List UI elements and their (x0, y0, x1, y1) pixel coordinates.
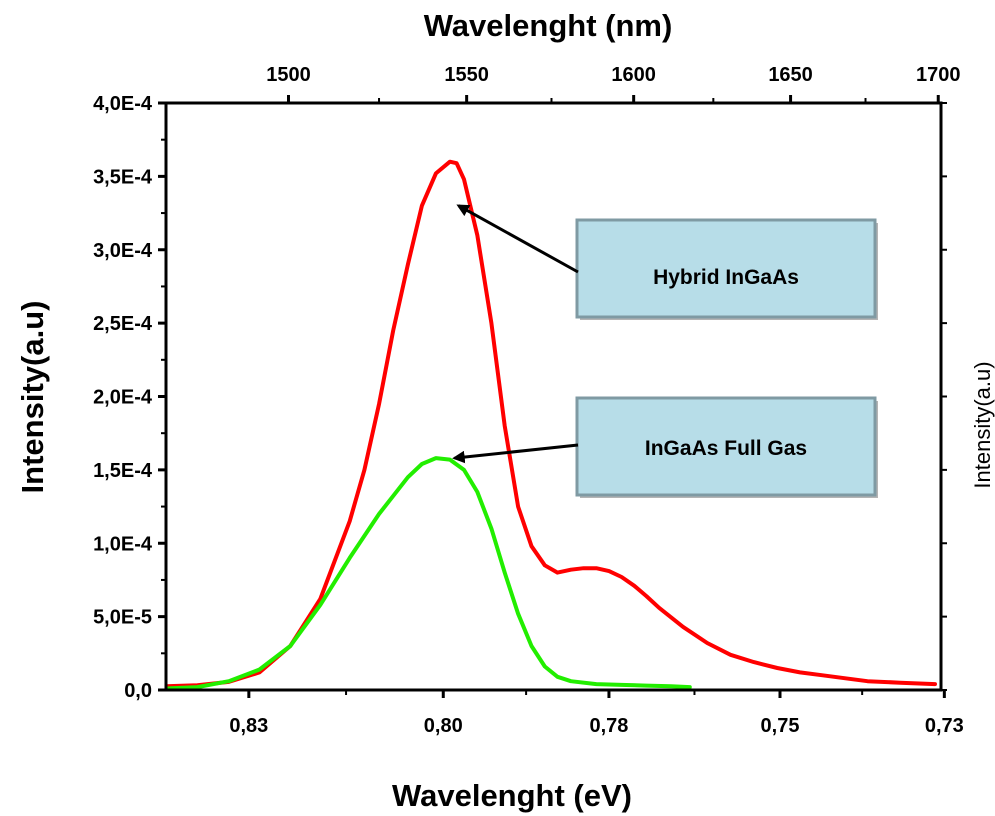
x2-tick-label: 1550 (444, 64, 489, 86)
callout-hybrid-box (575, 218, 877, 319)
callout-fullgas-text: InGaAs Full Gas (645, 437, 807, 460)
y-tick-label: 1,0E-4 (93, 533, 153, 555)
right-axis-title: Intensity(a.u) (970, 361, 995, 488)
x-tick-label: 0,83 (229, 715, 268, 737)
y-tick-label: 2,5E-4 (93, 313, 153, 335)
top-axis-title: Wavelenght (nm) (424, 8, 673, 43)
left-axis-title: Intensity(a.u) (15, 301, 50, 494)
y-tick-label: 3,5E-4 (93, 166, 153, 188)
axis-ticks: 0,0 5,0E-5 1,0E-4 1,5E-4 2,0E-4 2,5E-4 3,0E-4 3… (93, 64, 964, 737)
series-line-0 (166, 159, 937, 689)
y-tick-label: 3,0E-4 (93, 240, 153, 262)
series-line-1 (166, 456, 692, 690)
x-tick-label: 0,75 (761, 715, 800, 737)
callout-hybrid-text: Hybrid InGaAs (653, 266, 799, 289)
plot-frame (164, 101, 943, 692)
x2-tick-label: 1650 (768, 64, 813, 86)
y-tick-label: 0,0 (124, 680, 152, 702)
x2-tick-label: 1600 (611, 64, 656, 86)
callout-hybrid-arrow (456, 204, 579, 274)
x-tick-label: 0,73 (925, 715, 964, 737)
x2-tick-label: 1700 (916, 64, 961, 86)
y-tick-label: 1,5E-4 (93, 460, 153, 482)
x-tick-label: 0,80 (424, 715, 463, 737)
x2-tick-label: 1500 (266, 64, 311, 86)
y-tick-label: 5,0E-5 (93, 607, 152, 629)
callout-fullgas: InGaAs Full Gas (452, 396, 878, 498)
series-layer (166, 159, 937, 690)
bottom-axis-title: Wavelenght (eV) (392, 778, 632, 813)
y-tick-label: 2,0E-4 (93, 387, 153, 409)
callout-fullgas-arrow (452, 443, 579, 464)
callout-hybrid: Hybrid InGaAs (456, 204, 878, 320)
y-tick-label: 4,0E-4 (93, 93, 153, 115)
x-tick-label: 0,78 (589, 715, 628, 737)
